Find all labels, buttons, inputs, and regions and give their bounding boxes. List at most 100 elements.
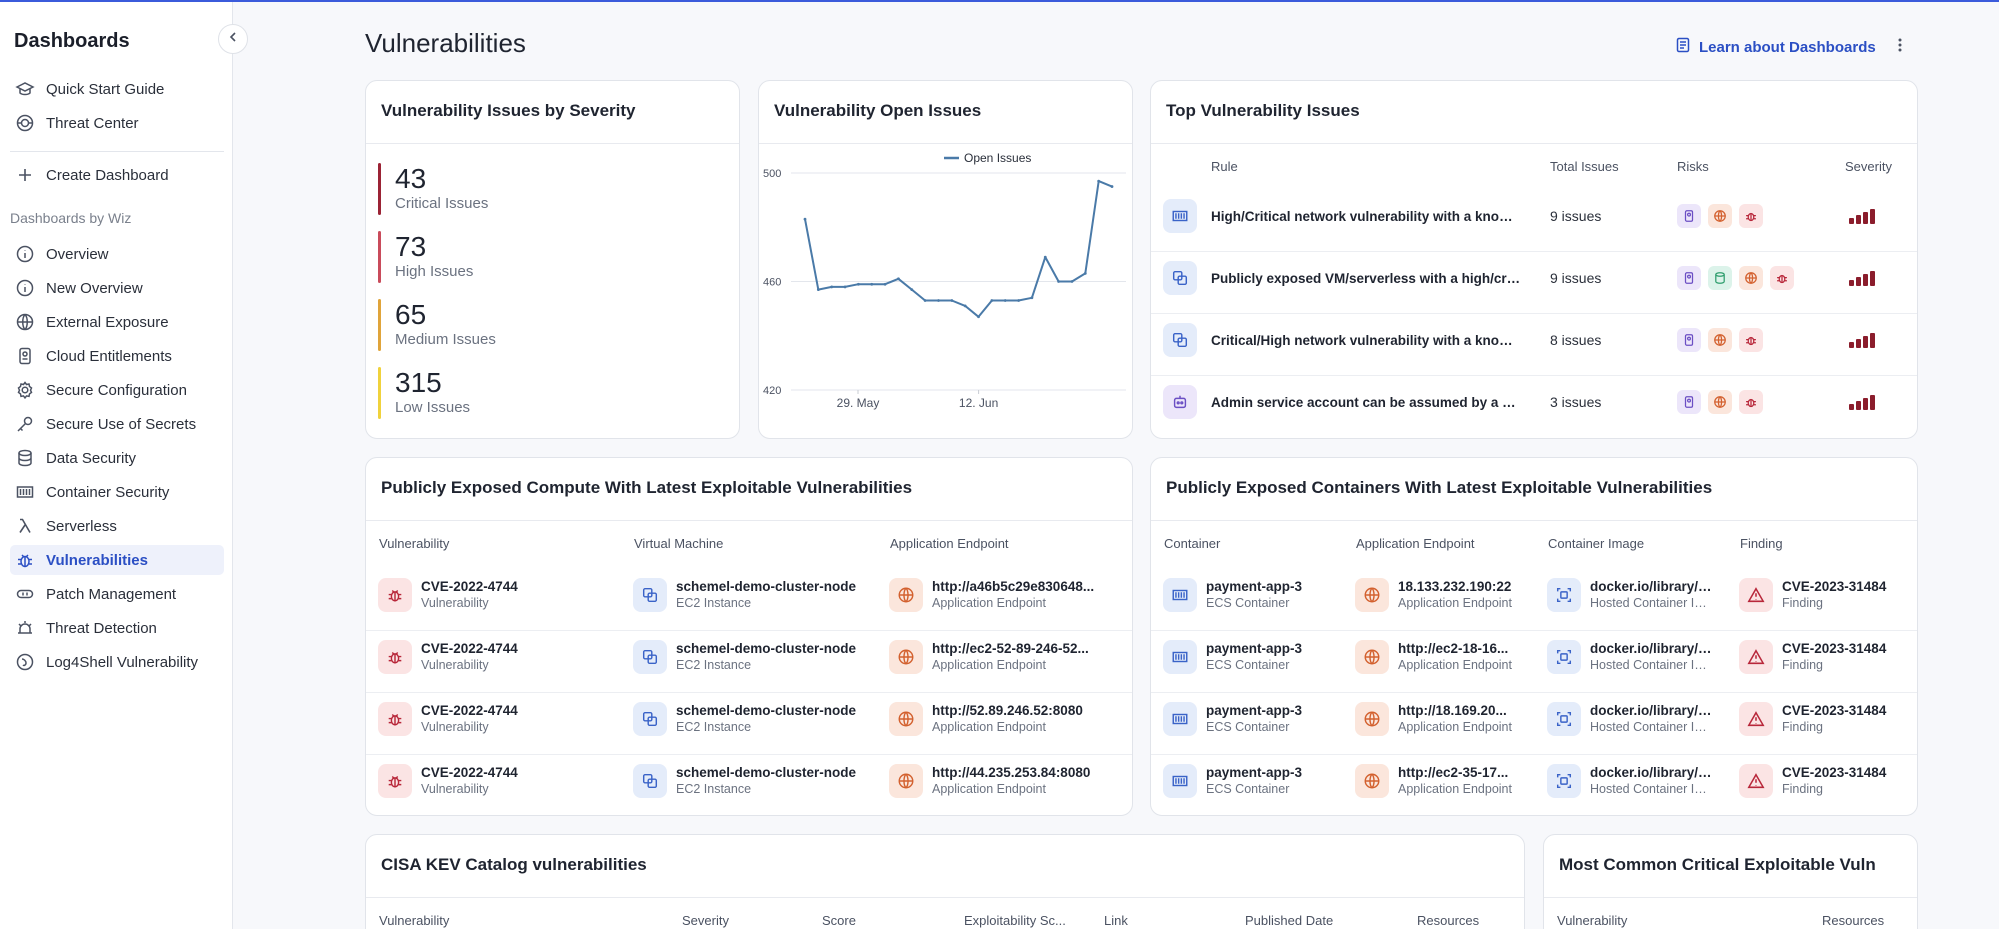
sidebar-item-data-security[interactable]: Data Security — [10, 443, 224, 473]
sidebar-item-threat-center[interactable]: Threat Center — [10, 108, 224, 138]
table-row[interactable]: Publicly exposed VM/serverless with a hi… — [1163, 253, 1903, 303]
table-cell[interactable]: http://ec2-52-89-246-52... Application En… — [889, 632, 1128, 682]
column-header-application-endpoint[interactable]: Application Endpoint — [1356, 536, 1475, 551]
table-cell[interactable]: CVE-2023-31484 Finding — [1739, 694, 1907, 744]
sidebar-item-cloud-entitlements[interactable]: Cloud Entitlements — [10, 341, 224, 371]
column-header-rule[interactable]: Rule — [1211, 159, 1238, 174]
cell-text: docker.io/library/nginx Hosted Container … — [1590, 578, 1712, 612]
table-cell[interactable]: http://52.89.246.52:8080 Application Endp… — [889, 694, 1128, 744]
table-row[interactable]: Critical/High network vulnerability with… — [1163, 315, 1903, 365]
plus-icon — [14, 164, 36, 186]
warning-icon — [1739, 702, 1773, 736]
column-header-vulnerability[interactable]: Vulnerability — [379, 913, 450, 928]
radar-icon — [14, 112, 36, 134]
column-header-link[interactable]: Link — [1104, 913, 1128, 928]
data-point — [1043, 255, 1047, 259]
rule-name: Admin service account can be assumed by … — [1211, 394, 1521, 410]
table-cell[interactable]: CVE-2022-4744 Vulnerability — [378, 756, 621, 806]
table-cell[interactable]: payment-app-3 ECS Container — [1163, 632, 1346, 682]
severity-row-medium[interactable]: 65 Medium Issues — [378, 299, 496, 351]
cell-text: docker.io/library/nginx Hosted Container … — [1590, 702, 1712, 736]
learn-about-dashboards-link[interactable]: Learn about Dashboards — [1675, 37, 1876, 57]
table-cell[interactable]: CVE-2023-31484 Finding — [1739, 570, 1907, 620]
open-issues-chart: 500 460 420 29. May 12. Jun Open Issues — [763, 151, 1126, 410]
cell-main-text: docker.io/library/nginx — [1590, 579, 1712, 594]
column-header-container[interactable]: Container — [1164, 536, 1221, 551]
data-point — [1030, 296, 1034, 300]
column-header-severity[interactable]: Severity — [682, 913, 729, 928]
column-header-resources[interactable]: Resources — [1822, 913, 1885, 928]
sidebar-item-quick-start-guide[interactable]: Quick Start Guide — [10, 74, 224, 104]
column-header-score[interactable]: Score — [822, 913, 856, 928]
column-header-risks[interactable]: Risks — [1677, 159, 1709, 174]
table-cell[interactable]: CVE-2022-4744 Vulnerability — [378, 694, 621, 744]
sidebar-item-label: External Exposure — [46, 313, 169, 331]
column-header-vulnerability[interactable]: Vulnerability — [1557, 913, 1628, 928]
table-cell[interactable]: payment-app-3 ECS Container — [1163, 570, 1346, 620]
column-header-vulnerability[interactable]: Vulnerability — [379, 536, 450, 551]
severity-row-low[interactable]: 315 Low Issues — [378, 367, 470, 419]
create-dashboard-button[interactable]: Create Dashboard — [10, 160, 224, 190]
column-header-finding[interactable]: Finding — [1740, 536, 1783, 551]
table-cell[interactable]: schemel-demo-cluster-node EC2 Instance — [633, 756, 876, 806]
table-cell[interactable]: CVE-2022-4744 Vulnerability — [378, 570, 621, 620]
sidebar-item-secure-configuration[interactable]: Secure Configuration — [10, 375, 224, 405]
table-cell[interactable]: payment-app-3 ECS Container — [1163, 694, 1346, 744]
column-header-resources[interactable]: Resources — [1417, 913, 1480, 928]
table-cell[interactable]: http://a46b5c29e830648... Application End… — [889, 570, 1128, 620]
column-header-virtual-machine[interactable]: Virtual Machine — [634, 536, 724, 551]
id-badge-icon — [1677, 328, 1701, 352]
severity-row-high[interactable]: 73 High Issues — [378, 231, 473, 283]
database-icon — [14, 447, 36, 469]
table-cell[interactable]: schemel-demo-cluster-node EC2 Instance — [633, 694, 876, 744]
table-cell[interactable]: docker.io/library/nginx Hosted Container … — [1547, 632, 1712, 682]
sidebar-item-vulnerabilities[interactable]: Vulnerabilities — [10, 545, 224, 575]
more-options-button[interactable] — [1892, 36, 1908, 58]
sidebar-item-external-exposure[interactable]: External Exposure — [10, 307, 224, 337]
graduation-cap-icon — [14, 78, 36, 100]
table-cell[interactable]: 18.133.232.190:22 Application Endpoint — [1355, 570, 1518, 620]
table-cell[interactable]: CVE-2022-4744 Vulnerability — [378, 632, 621, 682]
issue-count: 9 issues — [1550, 270, 1602, 286]
sidebar-item-container-security[interactable]: Container Security — [10, 477, 224, 507]
table-cell[interactable]: payment-app-3 ECS Container — [1163, 756, 1346, 806]
table-cell[interactable]: docker.io/library/nginx Hosted Container … — [1547, 694, 1712, 744]
sidebar-item-threat-detection[interactable]: Threat Detection — [10, 613, 224, 643]
cell-text: CVE-2022-4744 Vulnerability — [421, 578, 621, 612]
cell-text: payment-app-3 ECS Container — [1206, 702, 1346, 736]
column-header-container-image[interactable]: Container Image — [1548, 536, 1645, 551]
column-header-application-endpoint[interactable]: Application Endpoint — [890, 536, 1009, 551]
card-divider — [759, 143, 1132, 144]
info-icon — [14, 243, 36, 265]
table-cell[interactable]: CVE-2023-31484 Finding — [1739, 632, 1907, 682]
card-title: Top Vulnerability Issues — [1166, 101, 1360, 120]
sidebar-item-overview[interactable]: Overview — [10, 239, 224, 269]
cell-main-text: CVE-2022-4744 — [421, 641, 518, 656]
table-row[interactable]: High/Critical network vulnerability with… — [1163, 191, 1903, 241]
sidebar-item-patch-management[interactable]: Patch Management — [10, 579, 224, 609]
sidebar-item-secure-use-of-secrets[interactable]: Secure Use of Secrets — [10, 409, 224, 439]
sidebar-collapse-button[interactable] — [218, 24, 248, 54]
cell-sub-text: Finding — [1782, 596, 1823, 610]
table-cell[interactable]: docker.io/library/nginx Hosted Container … — [1547, 756, 1712, 806]
table-cell[interactable]: schemel-demo-cluster-node EC2 Instance — [633, 570, 876, 620]
table-cell[interactable]: http://18.169.20... Application Endpoint — [1355, 694, 1518, 744]
sidebar-item-new-overview[interactable]: New Overview — [10, 273, 224, 303]
sidebar-item-log4shell-vulnerability[interactable]: Log4Shell Vulnerability — [10, 647, 224, 677]
table-cell[interactable]: CVE-2023-31484 Finding — [1739, 756, 1907, 806]
table-cell[interactable]: schemel-demo-cluster-node EC2 Instance — [633, 632, 876, 682]
severity-row-critical[interactable]: 43 Critical Issues — [378, 163, 488, 215]
column-header-exploitability-score[interactable]: Exploitability Sc... — [964, 913, 1066, 928]
table-cell[interactable]: http://44.235.253.84:8080 Application End… — [889, 756, 1128, 806]
table-row[interactable]: Admin service account can be assumed by … — [1163, 377, 1903, 427]
table-cell[interactable]: http://ec2-18-16... Application Endpoint — [1355, 632, 1518, 682]
column-header-severity[interactable]: Severity — [1845, 159, 1892, 174]
data-point — [910, 288, 914, 292]
data-point — [1097, 179, 1101, 183]
table-cell[interactable]: http://ec2-35-17... Application Endpoint — [1355, 756, 1518, 806]
more-vertical-icon — [1898, 37, 1902, 58]
column-header-total-issues[interactable]: Total Issues — [1550, 159, 1619, 174]
table-cell[interactable]: docker.io/library/nginx Hosted Container … — [1547, 570, 1712, 620]
sidebar-item-serverless[interactable]: Serverless — [10, 511, 224, 541]
column-header-published-date[interactable]: Published Date — [1245, 913, 1334, 928]
